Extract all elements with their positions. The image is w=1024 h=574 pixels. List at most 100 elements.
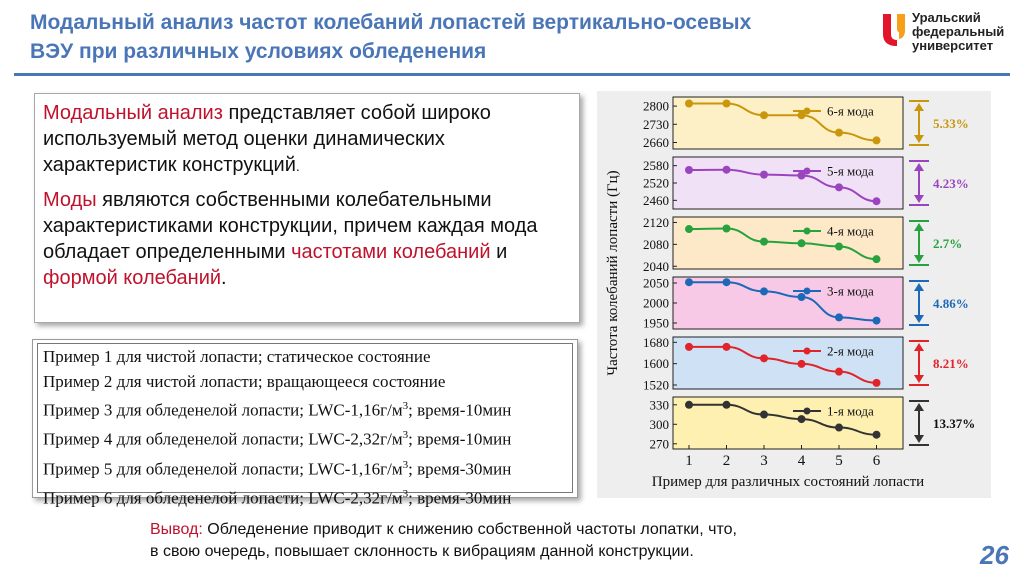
example-text: Пример 4 для обледенелой лопасти; LWC-2,…	[43, 430, 403, 450]
intro-paragraph-2-text: являются собственными колебательными хар…	[43, 189, 538, 263]
legend-label: 5-я мода	[827, 164, 874, 179]
intro-paragraph-1-end: .	[295, 158, 300, 174]
data-point	[722, 165, 731, 174]
range-arrow-down	[914, 135, 924, 143]
legend-marker	[803, 227, 811, 235]
legend-marker	[803, 347, 811, 355]
legend-marker	[803, 407, 811, 415]
y-tick-label: 2460	[643, 193, 669, 208]
data-point	[760, 287, 768, 296]
mode-panel: 1680 1600 1520 2-я мода 8.21%	[643, 335, 969, 393]
data-point	[760, 111, 768, 120]
y-tick-label: 300	[650, 417, 670, 432]
data-point	[797, 171, 806, 180]
data-point	[872, 136, 881, 145]
percent-label: 5.33%	[933, 116, 969, 131]
page-title-line-2: ВЭУ при различных условиях обледенения	[30, 40, 487, 63]
y-tick-label: 2580	[643, 158, 669, 173]
data-point	[685, 225, 693, 234]
x-tick-label: 3	[760, 453, 768, 469]
percent-label: 4.23%	[933, 176, 969, 191]
data-point	[797, 293, 806, 301]
ural-logo-icon	[883, 14, 905, 46]
legend-label: 6-я мода	[827, 104, 874, 119]
example-text: Пример 6 для обледенелой лопасти; LWC-2,…	[43, 488, 403, 508]
series-line	[688, 227, 877, 261]
example-item: Пример 2 для чистой лопасти; вращающееся…	[43, 370, 572, 395]
example-tail: ; время-30мин	[408, 459, 512, 479]
data-point	[760, 237, 768, 246]
data-point	[835, 242, 843, 251]
y-tick-label: 1680	[643, 335, 669, 350]
intro-paragraph-2: Моды являются собственными колебательным…	[43, 187, 569, 291]
x-tick-label: 6	[873, 453, 881, 469]
legend-marker	[803, 167, 811, 175]
example-item: Пример 4 для обледенелой лопасти; LWC-2,…	[43, 423, 572, 452]
series-line	[688, 345, 877, 384]
y-tick-label: 2080	[643, 237, 669, 252]
example-text: Пример 2 для чистой лопасти; вращающееся…	[43, 371, 446, 391]
y-tick-label: 1950	[643, 316, 669, 331]
example-tail: ; время-30мин	[408, 488, 512, 508]
range-arrow-down	[914, 255, 924, 263]
mode-panel: 2050 2000 1950 3-я мода 4.86%	[643, 276, 969, 331]
data-point	[872, 378, 881, 387]
range-arrow-down	[914, 195, 924, 203]
legend-marker	[803, 107, 811, 115]
data-point	[797, 415, 806, 424]
data-point	[685, 342, 693, 351]
example-item: Пример 3 для обледенелой лопасти; LWC-1,…	[43, 394, 572, 423]
series-line	[689, 281, 877, 322]
university-logo: Уральский федеральный университет	[880, 8, 1015, 68]
data-point	[872, 197, 881, 206]
example-text: Пример 5 для обледенелой лопасти; LWC-1,…	[43, 459, 403, 479]
data-point	[760, 410, 768, 419]
series-line	[688, 168, 877, 203]
mode-panel: 2120 2080 2040 4-я мода 2.7%	[643, 215, 962, 274]
y-axis-label: Частота колебаний лопасти (Гц)	[605, 170, 621, 375]
range-arrow-down	[914, 435, 924, 443]
range-arrow-down	[914, 375, 924, 383]
intro-paragraph-2-and: и	[490, 241, 508, 263]
conclusion-text-2: в свою очередь, повышает склонность к ви…	[150, 543, 694, 560]
y-tick-label: 2040	[643, 259, 669, 274]
university-name-line-1: Уральский	[912, 10, 981, 25]
mode-panel: 330 300 270 1-я мода 13.37%	[650, 396, 975, 451]
data-point	[760, 170, 768, 179]
data-point	[835, 183, 843, 192]
panel-background	[672, 96, 904, 150]
y-tick-label: 1520	[643, 378, 669, 393]
range-arrow-up	[914, 223, 924, 231]
y-tick-label: 2120	[643, 215, 669, 230]
data-point	[872, 255, 881, 264]
data-point	[872, 316, 881, 325]
percent-label: 4.86%	[933, 296, 969, 311]
y-tick-label: 2050	[643, 276, 669, 291]
panel-background	[672, 156, 904, 210]
data-point	[685, 278, 693, 287]
legend-label: 3-я мода	[827, 284, 874, 299]
data-point	[722, 278, 731, 287]
intro-paragraph-1-text: представляет собой широко используемый м…	[43, 102, 491, 176]
series-line	[689, 102, 877, 142]
page-title: Модальный анализ частот колебаний лопаст…	[30, 8, 830, 66]
university-name-line-3: университет	[912, 38, 994, 53]
range-arrow-up	[914, 343, 924, 351]
intro-paragraph-1: Модальный анализ представляет собой широ…	[43, 100, 569, 179]
range-arrow-up	[914, 403, 924, 411]
legend-label: 2-я мода	[827, 344, 874, 359]
legend-label: 1-я мода	[827, 404, 874, 419]
example-text: Пример 3 для обледенелой лопасти; LWC-1,…	[43, 400, 403, 420]
examples-box: Пример 1 для чистой лопасти; статическое…	[32, 339, 578, 508]
mode-panel: 2800 2730 2660 6-я мода 5.33%	[643, 96, 969, 150]
example-superscript: 3	[402, 429, 409, 442]
data-point	[797, 239, 806, 248]
mode-panel: 2580 2520 2460 5-я мода 4.23%	[643, 156, 969, 210]
range-arrow-up	[914, 163, 924, 171]
conclusion: Вывод: Обледенение приводит к снижению с…	[150, 519, 910, 563]
intro-paragraph-2-end: .	[221, 267, 227, 289]
term-vibration-frequencies: частотами колебаний	[291, 241, 491, 263]
data-point	[722, 400, 731, 409]
conclusion-line-1: Вывод: Обледенение приводит к снижению с…	[150, 519, 910, 541]
x-tick-label: 2	[723, 453, 731, 469]
